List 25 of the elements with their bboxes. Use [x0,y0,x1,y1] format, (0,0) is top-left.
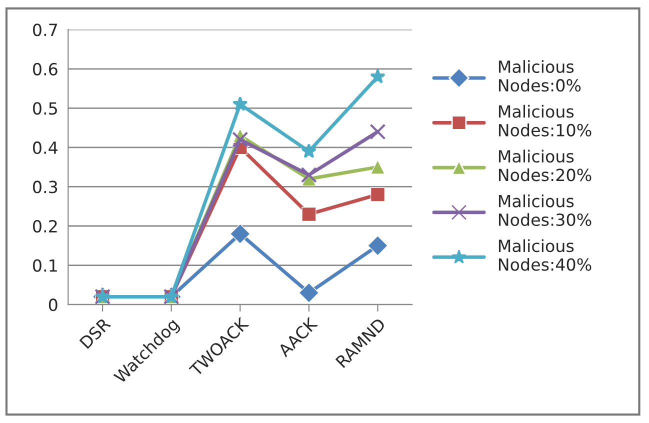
legend-label: Malicious Nodes:30% [498,194,592,226]
point [370,68,386,84]
point [301,143,317,158]
legend-label: Malicious Nodes:40% [498,239,592,271]
y-tick-label: 0.4 [33,141,58,154]
legend-label: Malicious Nodes:10% [498,104,592,136]
point [370,124,386,140]
point [232,132,248,148]
y-tick-label: 0.5 [33,102,57,115]
y-tick-label: 0.7 [33,24,57,36]
legend-label: Malicious Nodes:20% [498,150,592,182]
point [370,187,386,202]
y-tick-label: 0 [48,298,58,312]
y-tick-label: 0.2 [33,220,57,233]
point [298,282,320,303]
legend-label: Malicious Nodes:0% [498,60,581,92]
point [368,235,388,256]
point [230,224,250,244]
point [370,160,386,174]
y-tick-label: 0.1 [33,259,57,272]
y-tick-label: 0.6 [33,62,58,76]
point [300,166,317,183]
y-tick-label: 0.3 [33,180,58,194]
point [302,206,316,222]
point [232,96,248,111]
